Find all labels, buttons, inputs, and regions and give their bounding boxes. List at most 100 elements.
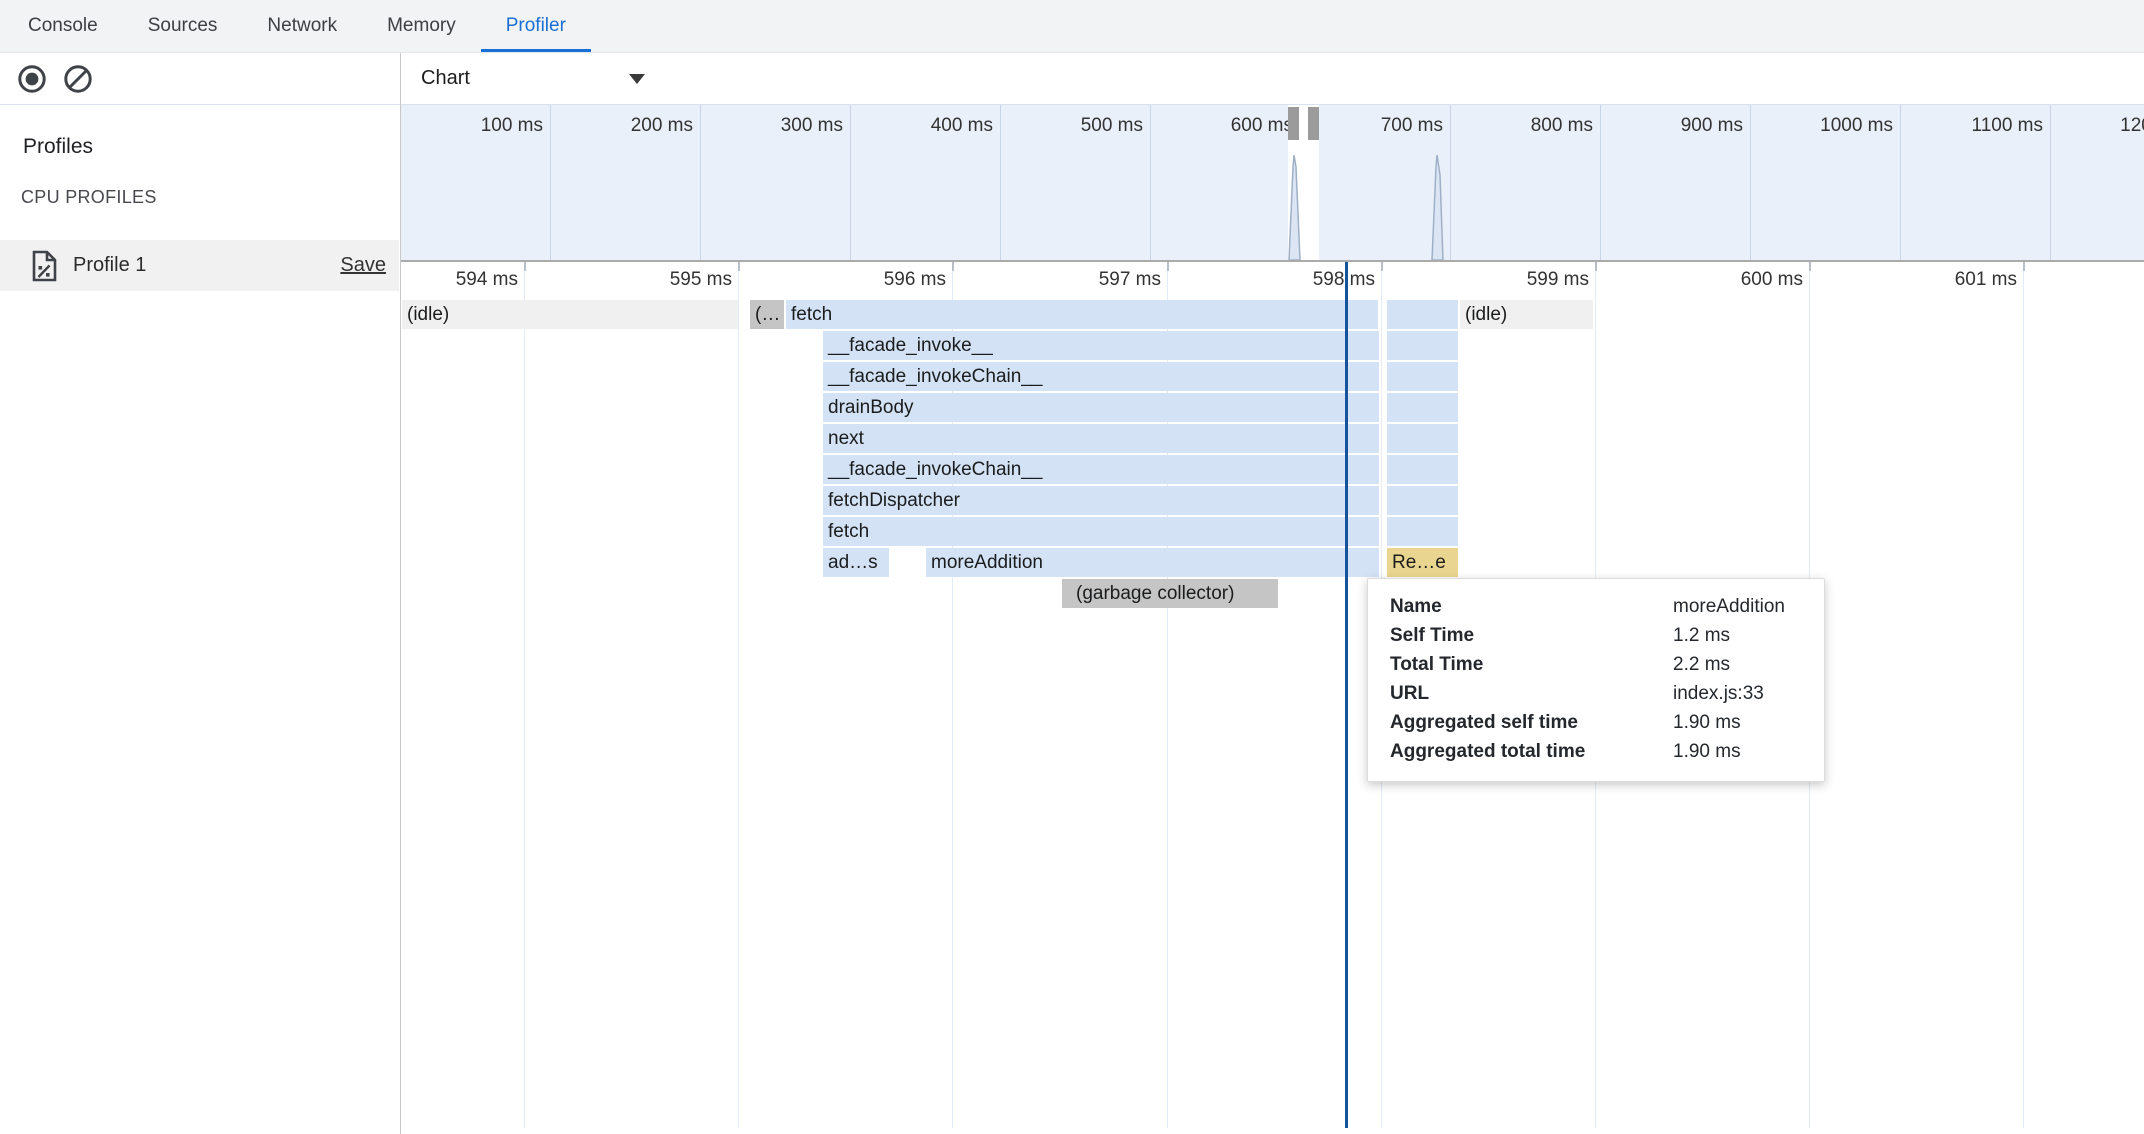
- sidebar-toolbar: [0, 53, 400, 105]
- profile-list-item[interactable]: Profile 1 Save: [0, 240, 399, 291]
- tooltip-value: 2.2 ms: [1673, 654, 1731, 675]
- view-type-select[interactable]: Chart: [421, 67, 649, 90]
- timeline-overview[interactable]: 100 ms 200 ms 300 ms 400 ms 500 ms 600 m…: [401, 105, 2144, 262]
- record-icon: [18, 64, 46, 93]
- flame-bar-continuation[interactable]: [1387, 517, 1458, 546]
- ruler-label: 599 ms: [1526, 269, 1589, 290]
- tooltip-label: URL: [1390, 683, 1430, 704]
- tooltip-label: Self Time: [1390, 625, 1475, 646]
- ruler-label: 600 ms: [1740, 269, 1803, 290]
- selection-left-handle[interactable]: [1288, 107, 1299, 140]
- overview-segment: 400 ms: [851, 105, 1001, 260]
- overview-segment: 700 ms: [1301, 105, 1451, 260]
- chevron-down-icon: [629, 73, 645, 84]
- tab-sources[interactable]: Sources: [147, 15, 218, 36]
- flame-bar-continuation[interactable]: [1387, 455, 1458, 484]
- overview-segment: 1200 ms: [2051, 105, 2144, 260]
- gridline: [738, 262, 739, 1128]
- flame-bar-response[interactable]: Re…e: [1387, 548, 1458, 577]
- ruler-label: 601 ms: [1954, 269, 2017, 290]
- cpu-profiles-section-heading: CPU PROFILES: [21, 187, 157, 207]
- ruler-label: 594 ms: [455, 269, 518, 290]
- flame-bar-drainbody[interactable]: drainBody: [823, 393, 1379, 422]
- flame-chart[interactable]: 594 ms 595 ms 596 ms 597 ms 598 ms 599 m…: [401, 262, 2144, 1134]
- overview-tick-label: 100 ms: [480, 115, 543, 136]
- flame-bar-addnumbers[interactable]: ad…s: [823, 548, 889, 577]
- flame-bar-facade-invoke[interactable]: __facade_invoke__: [823, 331, 1379, 360]
- flame-bar-facade-invokechain[interactable]: __facade_invokeChain__: [823, 362, 1379, 391]
- tooltip-label: Aggregated total time: [1390, 741, 1586, 762]
- cpu-activity-graph: [1288, 154, 1444, 260]
- flame-bar-continuation[interactable]: [1387, 300, 1458, 329]
- profiler-sidebar: Profiles CPU PROFILES Profile 1 Save: [0, 53, 400, 1134]
- gridline: [952, 262, 953, 1128]
- overview-segment: 800 ms: [1451, 105, 1601, 260]
- tooltip-value: moreAddition: [1673, 596, 1785, 617]
- overview-segment: 100 ms: [401, 105, 551, 260]
- profile-document-icon: [32, 250, 57, 281]
- chart-toolbar: Chart: [401, 53, 2144, 105]
- ruler-label: 595 ms: [669, 269, 732, 290]
- ruler-tick: [2023, 262, 2025, 271]
- overview-tick-label: 400 ms: [930, 115, 993, 136]
- ruler-tick: [1595, 262, 1597, 271]
- overview-segment: 200 ms: [551, 105, 701, 260]
- flame-bar-next[interactable]: next: [823, 424, 1379, 453]
- gridline: [524, 262, 525, 1128]
- overview-tick-label: 500 ms: [1080, 115, 1143, 136]
- overview-segment: 500 ms: [1001, 105, 1151, 260]
- save-profile-link[interactable]: Save: [340, 254, 386, 276]
- ruler-tick: [738, 262, 740, 271]
- cpu-activity-spike: [1288, 154, 1301, 260]
- selection-right-handle[interactable]: [1308, 107, 1319, 140]
- gridline: [1167, 262, 1168, 1128]
- flame-bar-garbage-collector[interactable]: (garbage collector): [1062, 579, 1278, 608]
- ruler-label: 598 ms: [1312, 269, 1375, 290]
- tooltip-value: index.js:33: [1673, 683, 1764, 704]
- ruler-tick: [1809, 262, 1811, 271]
- overview-segment: 900 ms: [1601, 105, 1751, 260]
- tab-console[interactable]: Console: [28, 15, 98, 36]
- ruler-tick: [524, 262, 526, 271]
- cpu-activity-spike: [1431, 154, 1444, 260]
- overview-tick-label: 1000 ms: [1820, 115, 1893, 136]
- devtools-tab-bar: Console Sources Network Memory Profiler: [0, 0, 2144, 53]
- flame-bar-fetch[interactable]: fetch: [786, 300, 1378, 329]
- flame-bar-continuation[interactable]: [1387, 331, 1458, 360]
- frame-details-tooltip: Name moreAddition Self Time 1.2 ms Total T…: [1367, 578, 1825, 782]
- overview-segment: 1000 ms: [1751, 105, 1901, 260]
- tooltip-label: Name: [1390, 596, 1442, 617]
- tab-network[interactable]: Network: [267, 15, 338, 36]
- flame-bar-idle[interactable]: (idle): [1460, 300, 1593, 329]
- profile-name: Profile 1: [73, 254, 147, 276]
- ruler-label: 596 ms: [883, 269, 946, 290]
- ruler-tick: [1381, 262, 1383, 271]
- profiler-chart-pane: Chart 100 ms 200 ms 300 ms 400 ms 500 ms…: [400, 53, 2144, 1134]
- ruler-label: 597 ms: [1098, 269, 1161, 290]
- flame-bar-truncated[interactable]: (…: [750, 300, 784, 329]
- record-profile-button[interactable]: [17, 64, 47, 94]
- clear-icon: [64, 64, 92, 93]
- flame-bar-facade-invokechain[interactable]: __facade_invokeChain__: [823, 455, 1379, 484]
- flame-bar-continuation[interactable]: [1387, 362, 1458, 391]
- tooltip-value: 1.90 ms: [1673, 741, 1741, 762]
- flame-bar-continuation[interactable]: [1387, 486, 1458, 515]
- flame-bar-continuation[interactable]: [1387, 393, 1458, 422]
- flame-bar-fetch[interactable]: fetch: [823, 517, 1379, 546]
- overview-tick-label: 1200 ms: [2120, 115, 2144, 136]
- overview-segment: 1100 ms: [1901, 105, 2051, 260]
- tooltip-label: Total Time: [1390, 654, 1484, 675]
- tab-profiler[interactable]: Profiler: [480, 0, 592, 52]
- tooltip-label: Aggregated self time: [1390, 712, 1578, 733]
- flame-bar-moreaddition[interactable]: moreAddition: [926, 548, 1379, 577]
- overview-tick-label: 800 ms: [1530, 115, 1593, 136]
- flame-bar-continuation[interactable]: [1387, 424, 1458, 453]
- flame-bar-idle[interactable]: (idle): [402, 300, 738, 329]
- clear-profiles-button[interactable]: [63, 64, 93, 94]
- overview-tick-label: 700 ms: [1380, 115, 1443, 136]
- overview-tick-label: 200 ms: [630, 115, 693, 136]
- overview-tick-label: 1100 ms: [1971, 115, 2043, 136]
- tab-memory[interactable]: Memory: [387, 15, 456, 36]
- flame-bar-fetchdispatcher[interactable]: fetchDispatcher: [823, 486, 1379, 515]
- overview-segment: 300 ms: [701, 105, 851, 260]
